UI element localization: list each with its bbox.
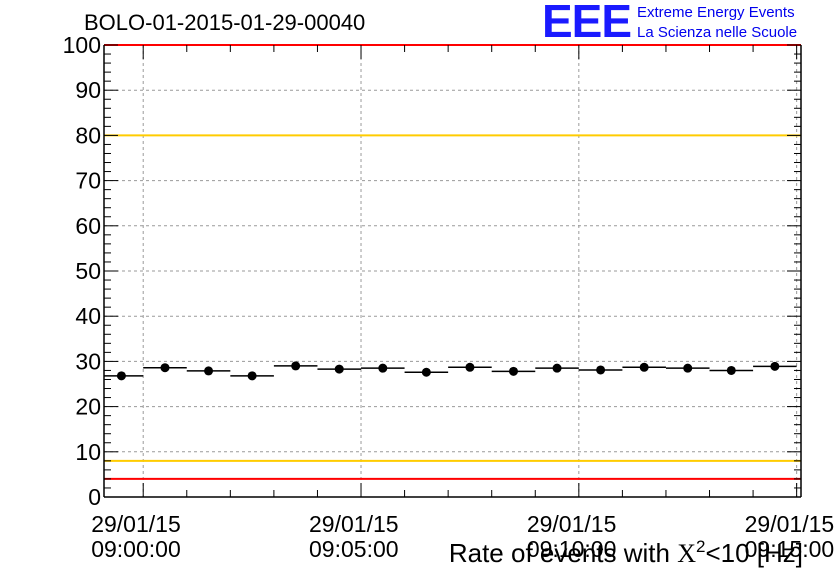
y-tick-label: 100 (63, 32, 101, 58)
data-point (116, 371, 126, 381)
x-tick-date-label: 29/01/15 (309, 511, 399, 537)
data-point (508, 366, 518, 376)
eee-logo-mark: EEE (542, 0, 632, 47)
data-point (639, 362, 649, 372)
data-point (770, 361, 780, 371)
data-point (334, 364, 344, 374)
logo-text-line2: La Scienza nelle Scuole (637, 24, 798, 41)
x-tick-time-label: 09:05:00 (309, 536, 399, 562)
y-tick-label: 0 (88, 484, 101, 510)
data-point (204, 366, 214, 376)
data-points (104, 361, 797, 381)
y-tick-label: 10 (75, 439, 101, 465)
data-point (421, 367, 431, 377)
x-tick-date-label: 29/01/15 (745, 511, 835, 537)
x-tick-time-label: 09:00:00 (91, 536, 181, 562)
x-tick-time-label: 09:10:00 (527, 536, 617, 562)
y-tick-label: 60 (75, 213, 101, 239)
y-tick-label: 30 (75, 348, 101, 374)
x-tick-time-label: 09:15:00 (745, 536, 835, 562)
run-title: BOLO-01-2015-01-29-00040 (84, 10, 366, 35)
x-tick-date-label: 29/01/15 (527, 511, 617, 537)
y-tick-label: 90 (75, 77, 101, 103)
data-point (465, 362, 475, 372)
data-point (683, 363, 693, 373)
y-axis-ticks: 0 10 20 30 40 50 60 70 80 90 100 (63, 32, 801, 510)
data-point (378, 363, 388, 373)
data-point (726, 365, 736, 375)
data-point (160, 363, 170, 373)
grid-lines (104, 45, 801, 497)
x-tick-date-label: 29/01/15 (91, 511, 181, 537)
y-tick-label: 40 (75, 303, 101, 329)
y-tick-label: 80 (75, 122, 101, 148)
eee-logo: EEE Extreme Energy Events La Scienza nel… (542, 0, 832, 47)
data-point (291, 361, 301, 371)
y-tick-label: 70 (75, 168, 101, 194)
data-point (596, 365, 606, 375)
y-tick-label: 50 (75, 258, 101, 284)
logo-text-line1: Extreme Energy Events (637, 4, 795, 21)
data-point (247, 371, 257, 381)
y-tick-label: 20 (75, 394, 101, 420)
x-axis-title: Rate of events with X2<10 [Hz] (449, 537, 803, 568)
data-point (552, 363, 562, 373)
reference-lines (104, 44, 801, 480)
x-axis-ticks: 29/01/1509:00:0029/01/1509:05:0029/01/15… (91, 45, 834, 562)
